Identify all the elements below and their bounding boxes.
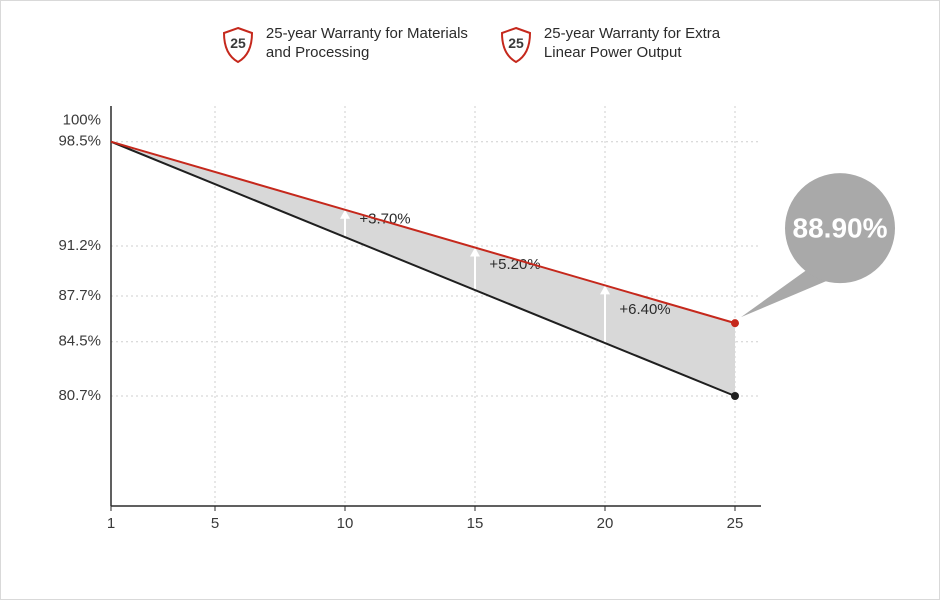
shield-number: 25 (230, 35, 246, 51)
legend-label: 25-year Warranty for Extra Linear Power … (544, 25, 720, 63)
x-tick-label: 1 (107, 515, 115, 532)
legend-label: 25-year Warranty for Materials and Proce… (266, 25, 468, 63)
shield-icon: 25 (498, 25, 534, 65)
legend-item-materials: 25 25-year Warranty for Materials and Pr… (220, 25, 468, 65)
y-tick-label: 87.7% (58, 287, 101, 304)
x-tick-label: 15 (467, 515, 484, 532)
shield-number: 25 (508, 35, 524, 51)
y-tick-label: 84.5% (58, 333, 101, 350)
y-tick-label: 91.2% (58, 237, 101, 254)
legend: 25 25-year Warranty for Materials and Pr… (1, 25, 939, 65)
y-tick-label: 100% (63, 111, 101, 128)
y-tick-label: 80.7% (58, 387, 101, 404)
warranty-degradation-chart: +3.70%+5.20%+6.40%100%98.5%91.2%87.7%84.… (41, 96, 901, 566)
x-tick-label: 25 (727, 515, 744, 532)
x-tick-label: 20 (597, 515, 614, 532)
warranty-end-dot (731, 319, 739, 327)
chart-frame: 25 25-year Warranty for Materials and Pr… (0, 0, 940, 600)
legend-line2: Linear Power Output (544, 44, 682, 61)
delta-label: +6.40% (619, 301, 670, 318)
legend-item-linear-power: 25 25-year Warranty for Extra Linear Pow… (498, 25, 720, 65)
legend-line1: 25-year Warranty for Extra (544, 25, 720, 42)
legend-line2: and Processing (266, 44, 369, 61)
shield-icon: 25 (220, 25, 256, 65)
baseline-line (111, 142, 735, 396)
y-tick-label: 98.5% (58, 133, 101, 150)
baseline-end-dot (731, 392, 739, 400)
x-tick-label: 5 (211, 515, 219, 532)
x-tick-label: 10 (337, 515, 354, 532)
callout-value: 88.90% (793, 213, 888, 244)
legend-line1: 25-year Warranty for Materials (266, 25, 468, 42)
delta-label: +3.70% (359, 210, 410, 227)
